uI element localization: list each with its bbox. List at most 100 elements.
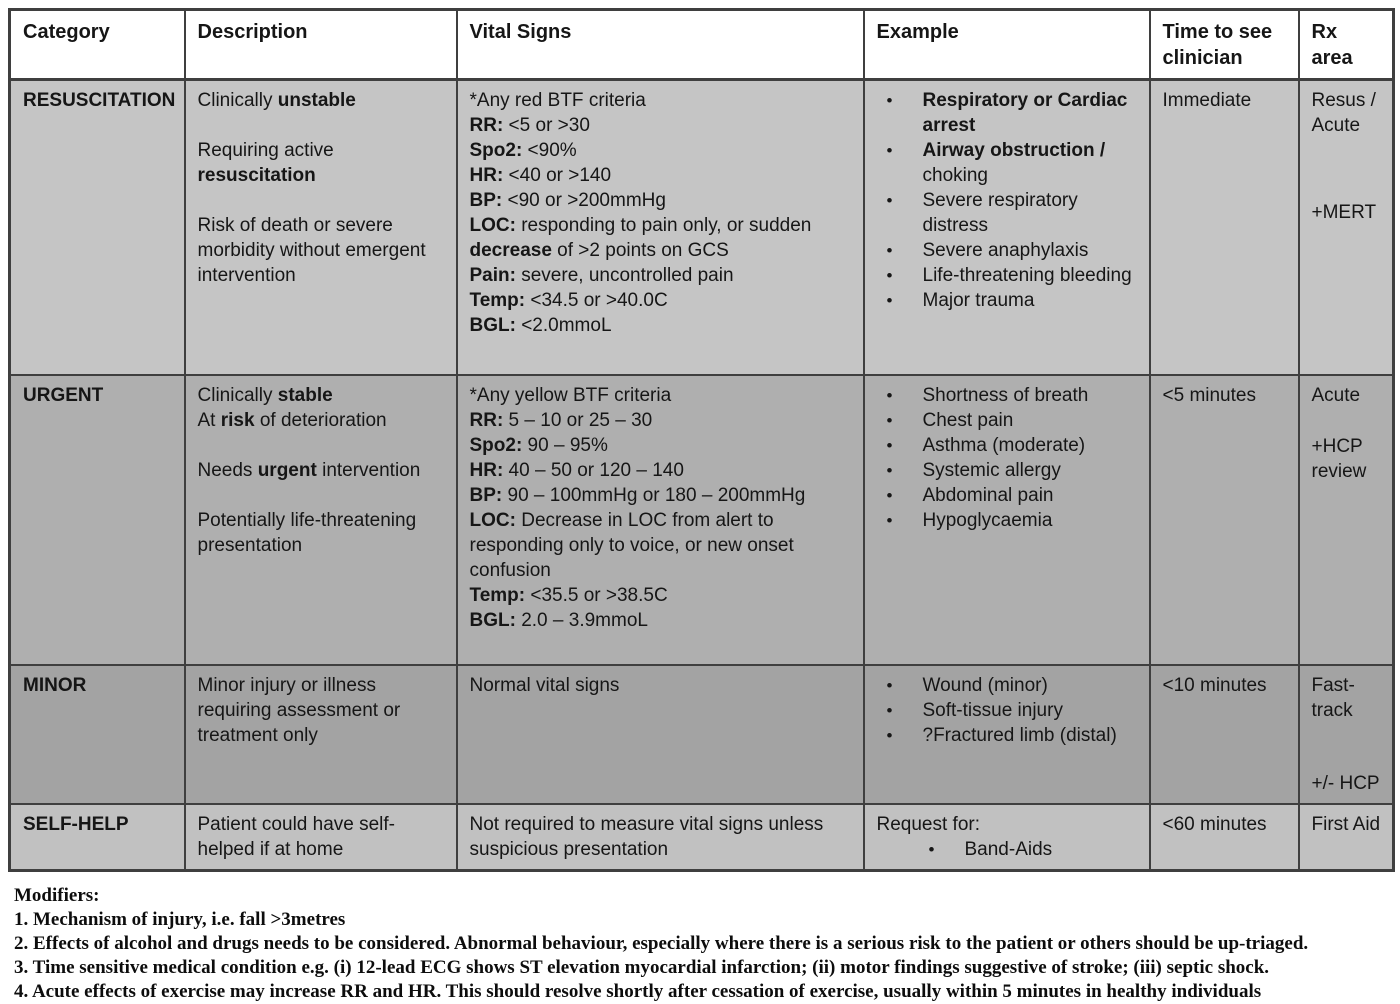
modifier-item: 4. Acute effects of exercise may increas… [14,980,1262,1002]
time-value: <10 minutes [1162,674,1267,696]
example-text: ?Fractured limb (distal) [923,723,1139,748]
bold-text: unstable [277,90,356,111]
text: <35.5 or >38.5C [525,584,668,606]
text-line: Spo2: <90% [470,138,853,163]
modifiers-title: Modifiers: [14,884,100,906]
time-value: <5 minutes [1162,384,1256,406]
bold-text: LOC: [469,215,516,236]
col-header-example: Example [862,8,1151,81]
bold-text: HR: [469,165,504,186]
example-text: Wound (minor) [923,673,1139,698]
text: Needs [197,459,258,481]
text-line: Pain: severe, uncontrolled pain [470,263,853,288]
bold-text: RR: [469,115,504,136]
cell-resuscitation-time: Immediate [1148,78,1300,376]
text: <90% [522,140,577,161]
cell-self-help-rx-area: First Aid [1297,802,1395,871]
example-list-item: • Wound (minor) [877,673,1139,698]
example-list-item: • Severe respiratory distress [877,188,1139,238]
text: Request for: [876,813,981,835]
text: Not required to measure vital signs unle… [469,813,824,860]
text: 5 – 10 or 25 – 30 [503,409,653,431]
text-line: Spo2: 90 – 95% [470,433,853,458]
rx-value: +MERT [1311,202,1377,223]
col-header-description: Description [183,8,458,81]
text: <34.5 or >40.0C [525,290,668,311]
text: <90 or >200mmHg [502,190,666,211]
table-header-row: Category Description Vital Signs Example… [8,8,1395,81]
text: Severe respiratory distress [922,190,1078,236]
bullet-icon: • [886,191,893,210]
bullet-icon: • [928,839,935,859]
modifier-item: 3. Time sensitive medical condition e.g.… [14,956,1270,978]
example-list-item: • Respiratory or Cardiac arrest [877,88,1139,138]
text-line: BP: 90 – 100mmHg or 180 – 200mmHg [470,483,853,508]
blank-line [198,433,446,458]
example-text: Airway obstruction / choking [923,138,1139,188]
example-text: Severe respiratory distress [923,188,1139,238]
rx-value: Acute [1311,384,1361,406]
blank-line [198,188,446,213]
bullet-icon: • [886,385,893,405]
example-list-item: • ?Fractured limb (distal) [877,723,1139,748]
example-text: Shortness of breath [923,383,1139,408]
col-header-rx-area: Rx area [1297,8,1395,81]
cell-self-help-category: SELF-HELP [8,802,186,871]
text: <2.0mmoL [515,315,612,336]
example-text: Soft-tissue injury [923,698,1139,723]
bold-text: Spo2: [469,434,523,456]
bold-text: Pain: [469,265,516,286]
blank-line [198,113,446,138]
example-text: Chest pain [923,408,1139,433]
bold-text: Airway obstruction / [922,140,1106,161]
text: ?Fractured limb (distal) [922,724,1117,746]
category-label: URGENT [23,384,104,406]
example-list-item: • Soft-tissue injury [877,698,1139,723]
bold-text: resuscitation [197,165,316,186]
cell-resuscitation-vital-signs: *Any red BTF criteria RR: <5 or >30 Spo2: … [455,78,865,376]
cell-urgent-rx-area: Acute +HCP review [1297,373,1395,666]
bold-text: decrease [469,240,552,261]
text: At [197,409,221,431]
blank-line [198,483,446,508]
table-row-minor: MINOR Minor injury or illness requiring a… [8,663,1395,805]
bullet-icon: • [886,700,893,720]
text: Hypoglycaemia [922,509,1053,531]
bold-text: HR: [469,459,504,481]
rx-value: First Aid [1311,813,1381,835]
text-line: Risk of death or severe morbidity withou… [198,213,446,288]
text: Chest pain [922,409,1014,431]
text: Patient could have self-helped if at hom… [197,813,396,860]
example-list-item: • Shortness of breath [877,383,1139,408]
example-text: Hypoglycaemia [923,508,1139,533]
bullet-icon: • [886,291,893,310]
example-text: Systemic allergy [923,458,1139,483]
text: 2.0 – 3.9mmoL [515,609,648,631]
example-list-item: • Systemic allergy [877,458,1139,483]
text-line: BP: <90 or >200mmHg [470,188,853,213]
cell-minor-vital-signs: Normal vital signs [455,663,865,805]
time-value: Immediate [1162,90,1252,111]
bullet-icon: • [886,410,893,430]
cell-self-help-vital-signs: Not required to measure vital signs unle… [455,802,865,871]
bold-text: Spo2: [469,140,523,161]
text-line: Requiring active resuscitation [198,138,446,188]
text: of >2 points on GCS [551,240,729,261]
cell-urgent-example: • Shortness of breath • Chest pain • Asthma (… [862,373,1151,666]
text-line: BGL: 2.0 – 3.9mmoL [470,608,853,633]
example-intro-line: Request for: [877,812,1139,837]
text-line: *Any yellow BTF criteria [470,383,853,408]
cell-minor-description: Minor injury or illness requiring assess… [183,663,458,805]
modifier-item: 1. Mechanism of injury, i.e. fall >3metr… [14,908,346,930]
text: choking [922,165,989,186]
text: <40 or >140 [503,165,612,186]
example-text: Abdominal pain [923,483,1139,508]
text: Requiring active [197,140,334,161]
col-header-time-to-see-clinician: Time to see clinician [1148,8,1300,81]
table-row-self-help: SELF-HELP Patient could have self-helped … [8,802,1395,871]
text-line: *Any red BTF criteria [470,88,853,113]
modifiers-section: Modifiers: 1. Mechanism of injury, i.e. … [8,872,1392,1004]
modifier-item: 2. Effects of alcohol and drugs needs to… [14,932,1309,954]
text-line: Not required to measure vital signs unle… [470,812,853,862]
